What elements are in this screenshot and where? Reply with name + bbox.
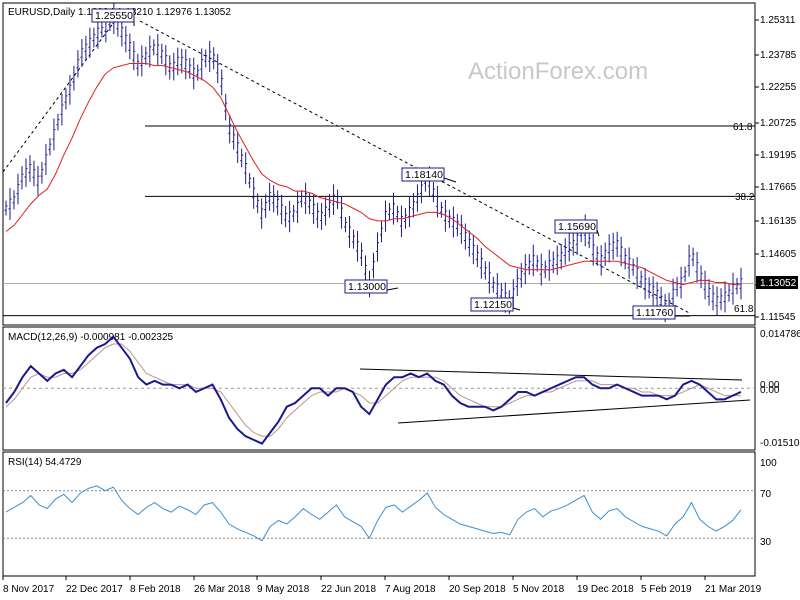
last-price-tag-box <box>756 276 798 289</box>
price-annotation: 1.11760 <box>632 305 690 320</box>
macd-support-line <box>397 399 751 424</box>
fib-label-middle: 38.2 <box>735 192 755 203</box>
last-price-tag: 1.13052 <box>760 278 797 289</box>
price-annotation-text: 1.25550 <box>95 10 133 22</box>
price-axis: 1.25311 1.23785 1.22255 1.20725 1.19195 1.176… <box>755 15 798 323</box>
macd-panel-frame <box>2 326 756 451</box>
date-axis-label: 8 Nov 2017 <box>3 584 55 595</box>
watermark: ActionForex.com <box>468 58 648 85</box>
rsi-panel-frame <box>2 451 756 577</box>
trendline-rising <box>2 16 119 173</box>
date-axis-label: 22 Dec 2017 <box>66 584 123 595</box>
price-annotation-leader <box>443 177 457 183</box>
price-annotation-text: 1.11760 <box>636 307 673 319</box>
date-axis-label: 8 Feb 2018 <box>130 584 181 595</box>
price-annotation-text: 1.13000 <box>348 281 386 293</box>
date-axis-label: 19 Dec 2018 <box>577 584 634 595</box>
price-annotation: 1.15690 <box>554 219 600 237</box>
date-axis-label: 5 Feb 2019 <box>641 584 692 595</box>
rsi-line <box>5 485 742 542</box>
price-annotation-box <box>632 305 676 320</box>
macd-axis-label: 0.00 <box>760 380 780 391</box>
rsi-axis-label: 100 <box>760 458 777 469</box>
price-axis-label: 1.17665 <box>760 182 797 193</box>
date-axis: 8 Nov 2017 22 Dec 2017 8 Feb 2018 26 Mar 20… <box>2 576 762 595</box>
price-annotation-leader <box>512 307 521 311</box>
rsi-panel-header: RSI(14) 54.4729 <box>8 457 82 468</box>
price-panel: EURUSD,Daily 1.13034 1.13210 1.12976 1.1… <box>2 2 798 326</box>
fib-label-upper: 61.8 <box>733 122 753 133</box>
price-annotation-text: 1.12150 <box>474 299 512 311</box>
price-annotation-box <box>91 8 135 23</box>
date-axis-label: 9 May 2018 <box>257 584 310 595</box>
macd-resistance-line <box>359 368 743 381</box>
macd-panel-header: MACD(12,26,9) -0.000981 -0.002325 <box>8 332 174 343</box>
price-annotation-box <box>554 219 598 234</box>
macd-axis: 0.014786 0.000.00 -0.015107 <box>760 329 800 449</box>
date-axis-label: 20 Sep 2018 <box>449 584 506 595</box>
macd-lines <box>5 335 742 445</box>
price-axis-label: 1.14605 <box>760 249 797 260</box>
moving-average-line <box>5 63 741 286</box>
rsi-axis-label: 70 <box>760 489 772 500</box>
macd-panel: MACD(12,26,9) -0.000981 -0.002325 0.0147… <box>2 326 800 451</box>
rsi-axis-label: 30 <box>760 537 772 548</box>
price-annotation-text: 1.15690 <box>558 221 596 233</box>
price-annotations: 1.25550 1.18140 1.15690 1.13000 1.12150 1.117… <box>91 8 690 320</box>
rsi-panel: RSI(14) 54.4729 100 70 30 <box>2 451 777 577</box>
price-annotation: 1.25550 <box>91 8 135 26</box>
price-axis-label: 1.22255 <box>760 82 797 93</box>
date-axis-label: 26 Mar 2018 <box>194 584 251 595</box>
price-annotation-box <box>344 279 388 294</box>
price-annotation-box <box>401 167 445 182</box>
date-axis-label: 22 Jun 2018 <box>321 584 376 595</box>
price-axis-label: 1.20725 <box>760 118 797 129</box>
trendline-falling <box>139 20 691 314</box>
date-axis-label: 5 Nov 2018 <box>513 584 565 595</box>
macd-main-line <box>5 335 742 445</box>
price-annotation-leader <box>386 287 399 291</box>
date-axis-label: 7 Aug 2018 <box>385 584 436 595</box>
date-axis-label: 21 Mar 2019 <box>705 584 762 595</box>
price-axis-label: 1.19195 <box>760 150 797 161</box>
rsi-axis: 100 70 30 <box>760 458 777 548</box>
price-candles <box>4 3 743 323</box>
rsi-level-lines <box>3 490 755 539</box>
macd-axis-label: -0.015107 <box>760 438 800 449</box>
price-annotation-leader <box>596 229 600 237</box>
price-annotation-box <box>470 297 514 312</box>
price-axis-label: 1.16135 <box>760 216 797 227</box>
fib-label-lower: 61.8 <box>734 304 754 315</box>
macd-axis-label: 0.014786 <box>760 329 800 340</box>
rsi-line <box>5 485 742 542</box>
price-annotation: 1.13000 <box>344 279 399 294</box>
price-moving-average <box>5 63 741 286</box>
price-panel-frame <box>2 2 756 326</box>
price-annotation-text: 1.18140 <box>405 169 443 181</box>
macd-axis-label: 0.00 <box>760 385 780 396</box>
price-axis-label: 1.23785 <box>760 50 797 61</box>
price-axis-label: 1.11545 <box>760 312 796 323</box>
price-annotation: 1.18140 <box>401 167 457 183</box>
price-axis-label: 1.25311 <box>760 15 796 26</box>
price-annotation: 1.12150 <box>470 297 521 312</box>
